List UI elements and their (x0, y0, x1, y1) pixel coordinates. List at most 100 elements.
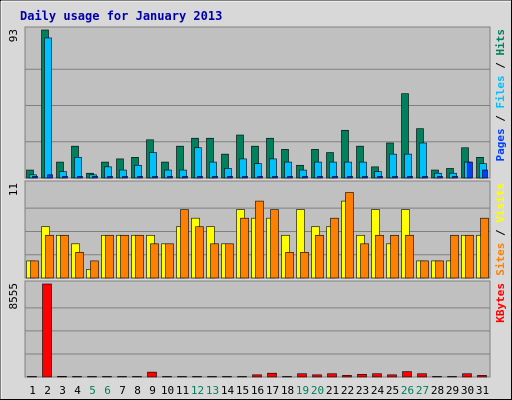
pages-bar (77, 176, 83, 179)
x-tick-label: 13 (206, 384, 219, 397)
kbytes-bar (147, 371, 157, 378)
x-tick-label: 18 (281, 384, 294, 397)
top-ymax-label: 93 (7, 29, 20, 42)
top-panel (24, 26, 491, 179)
x-tick-label: 11 (176, 384, 189, 397)
files-bar (284, 161, 292, 179)
x-tick-label: 10 (161, 384, 174, 397)
kbytes-bar (237, 376, 247, 378)
sites-bar (120, 234, 129, 279)
kbytes-bar (372, 373, 382, 378)
sites-bar (435, 260, 444, 279)
pages-bar (257, 176, 263, 179)
pages-bar (62, 176, 68, 179)
x-tick-label: 8 (134, 384, 141, 397)
top-legend: Pages / Files / Hits (494, 29, 507, 162)
x-tick-label: 31 (476, 384, 489, 397)
middle-ymax-label: 11 (7, 183, 20, 196)
legend-kbytes: KBytes (494, 283, 507, 323)
pages-bar (377, 176, 383, 179)
sites-bar (480, 217, 489, 279)
x-tick-label: 12 (191, 384, 204, 397)
x-tick-label: 17 (266, 384, 279, 397)
files-bar (194, 147, 202, 179)
sites-bar (315, 234, 324, 279)
sites-bar (90, 260, 99, 279)
kbytes-bar (342, 375, 352, 378)
sites-bar (45, 234, 54, 279)
sites-bar (375, 234, 384, 279)
sites-bar (255, 200, 264, 279)
files-bar (149, 152, 157, 179)
kbytes-bar (297, 373, 307, 378)
kbytes-bar (207, 376, 217, 378)
kbytes-bar (447, 376, 457, 378)
files-bar (44, 37, 52, 179)
pages-bar (122, 176, 128, 179)
files-bar (344, 161, 352, 179)
pages-bar (137, 176, 143, 179)
bottom-plot-area (24, 280, 491, 378)
legend-sites: Sites (494, 243, 507, 276)
middle-panel (24, 180, 491, 279)
x-tick-label: 14 (221, 384, 235, 397)
x-tick-label: 28 (431, 384, 444, 397)
pages-bar (197, 176, 203, 179)
bottom-panel (24, 280, 491, 378)
sites-bar (210, 243, 219, 279)
files-bar (359, 161, 367, 179)
pages-bar (107, 176, 113, 179)
kbytes-bar (132, 376, 142, 378)
pages-bar (167, 176, 173, 179)
sites-bar (135, 234, 144, 279)
pages-bar (242, 176, 248, 179)
pages-bar (302, 176, 308, 179)
pages-bar (47, 174, 53, 179)
sites-bar (105, 234, 114, 279)
pages-bar (32, 176, 38, 179)
x-tick-label: 2 (44, 384, 51, 397)
x-tick-label: 26 (401, 384, 414, 397)
x-tick-label: 4 (74, 384, 81, 397)
files-bar (239, 158, 247, 179)
sites-bar (465, 234, 474, 279)
x-tick-label: 27 (416, 384, 429, 397)
kbytes-bar (102, 376, 112, 378)
kbytes-bar (162, 376, 172, 378)
kbytes-bar (27, 376, 37, 378)
legend-sep: / (494, 109, 507, 129)
x-tick-label: 3 (59, 384, 66, 397)
sites-bar (195, 226, 204, 279)
sites-bar (330, 217, 339, 279)
x-tick-label: 29 (446, 384, 459, 397)
kbytes-bar (402, 371, 412, 378)
sites-bar (30, 260, 39, 279)
sites-bar (345, 192, 354, 279)
sites-bar (270, 209, 279, 279)
kbytes-bar (222, 376, 232, 378)
x-tick-label: 15 (236, 384, 249, 397)
files-bar (134, 164, 142, 179)
x-tick-label: 30 (461, 384, 474, 397)
x-tick-label: 25 (386, 384, 399, 397)
kbytes-bar (57, 376, 67, 378)
pages-bar (332, 176, 338, 179)
legend-files: Files (494, 75, 507, 108)
sites-bar (285, 252, 294, 279)
kbytes-bar (312, 374, 322, 378)
kbytes-bar (72, 376, 82, 378)
sites-bar (225, 243, 234, 279)
kbytes-bar (432, 376, 442, 378)
kbytes-bar (192, 376, 202, 378)
kbytes-bar (282, 376, 292, 378)
pages-bar (272, 176, 278, 179)
pages-bar (317, 176, 323, 179)
chart-title: Daily usage for January 2013 (20, 9, 222, 23)
x-tick-label: 24 (371, 384, 385, 397)
kbytes-bar (87, 376, 97, 378)
legend-sep: / (494, 56, 507, 76)
kbytes-bar (357, 373, 367, 378)
kbytes-bar (417, 373, 427, 378)
x-tick-label: 16 (251, 384, 264, 397)
